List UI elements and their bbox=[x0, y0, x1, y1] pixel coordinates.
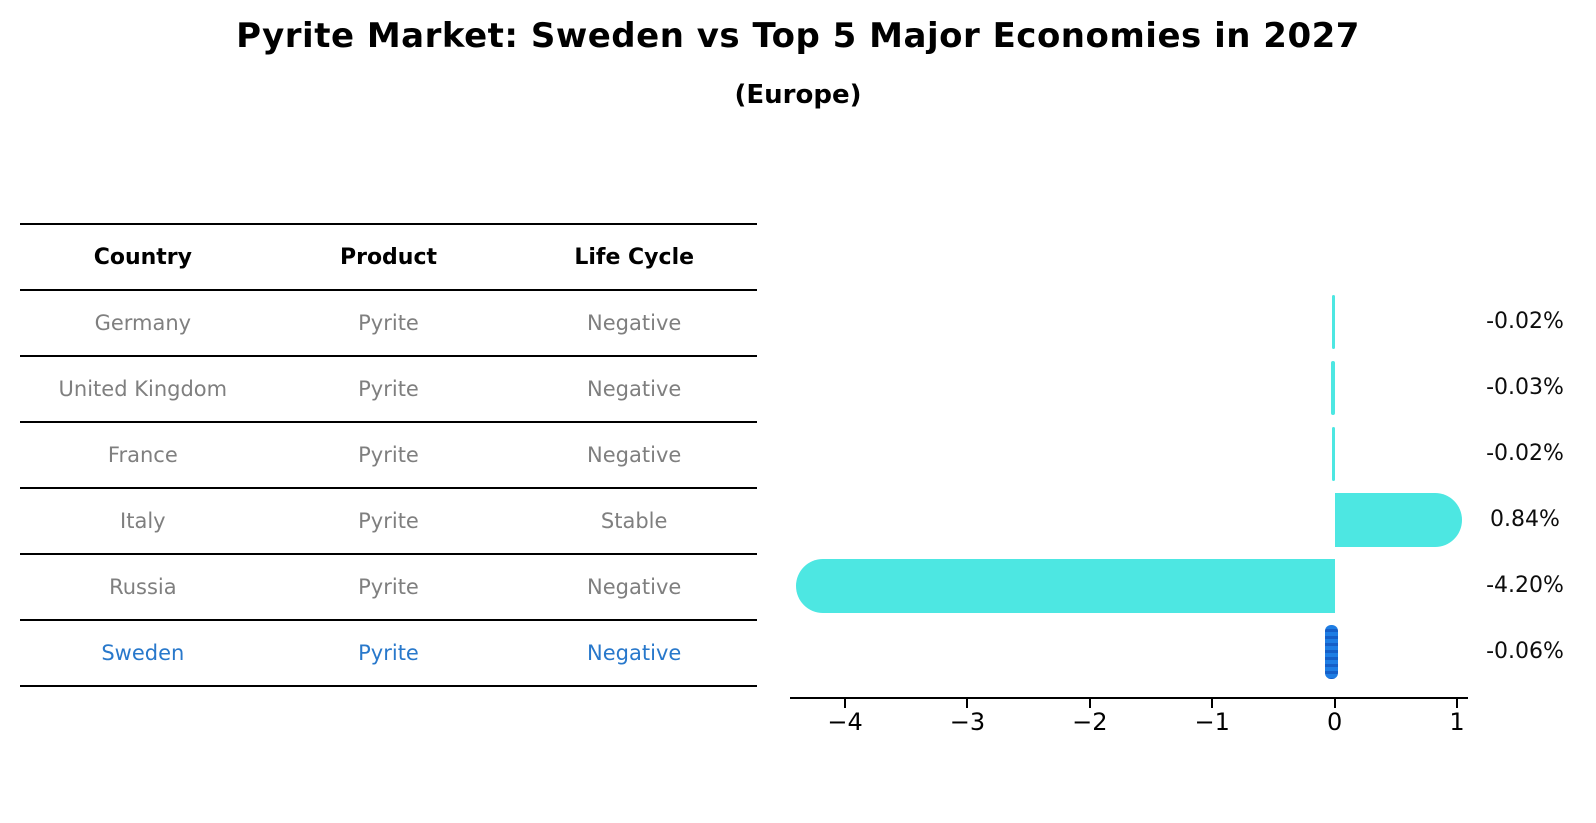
value-label-italy: 0.84% bbox=[1490, 507, 1560, 532]
table-cell-country: Sweden bbox=[101, 641, 185, 665]
x-axis-tick-label: 1 bbox=[1449, 708, 1465, 736]
country-table: Country Product Life Cycle Germany Pyrite… bbox=[20, 223, 757, 687]
chart-title: Pyrite Market: Sweden vs Top 5 Major Eco… bbox=[236, 16, 1360, 56]
bar-united-kingdom bbox=[1330, 361, 1335, 415]
table-cell-product: Pyrite bbox=[358, 443, 419, 467]
table-cell-country: United Kingdom bbox=[58, 377, 228, 401]
bar-plot-area: −4 −3 −2 −1 0 1 bbox=[790, 280, 1468, 736]
bar-highlight-sweden bbox=[1324, 625, 1338, 679]
bar-germany bbox=[1332, 295, 1335, 349]
table-cell-country: Russia bbox=[109, 575, 177, 599]
x-axis-tickmark bbox=[1211, 699, 1214, 708]
table-cell-product: Pyrite bbox=[358, 509, 419, 533]
x-axis-tickmark bbox=[1455, 699, 1458, 708]
x-axis-tick-label: −4 bbox=[827, 708, 863, 736]
table-row-italy: Italy Pyrite Stable bbox=[20, 487, 757, 553]
value-label-column: -0.02% -0.03% -0.02% 0.84% -4.20% -0.06% bbox=[1460, 280, 1590, 697]
value-label-united-kingdom: -0.03% bbox=[1486, 375, 1564, 400]
table-row-united-kingdom: United Kingdom Pyrite Negative bbox=[20, 355, 757, 421]
bar-france bbox=[1332, 427, 1335, 481]
x-axis-tickmark bbox=[1333, 699, 1336, 708]
table-cell-life-cycle: Negative bbox=[587, 641, 682, 665]
table-cell-country: France bbox=[107, 443, 178, 467]
x-axis-tick-label: −1 bbox=[1194, 708, 1230, 736]
table-row-germany: Germany Pyrite Negative bbox=[20, 289, 757, 355]
x-axis-tick-label: −2 bbox=[1072, 708, 1108, 736]
table-row-russia: Russia Pyrite Negative bbox=[20, 553, 757, 619]
value-label-sweden: -0.06% bbox=[1486, 639, 1564, 664]
chart-subtitle: (Europe) bbox=[734, 80, 862, 110]
value-label-germany: -0.02% bbox=[1486, 309, 1564, 334]
table-cell-country: Germany bbox=[94, 311, 192, 335]
table-cell-life-cycle: Negative bbox=[587, 311, 682, 335]
column-header-product: Product bbox=[339, 244, 438, 270]
bar-russia bbox=[795, 559, 1335, 613]
table-cell-product: Pyrite bbox=[358, 311, 419, 335]
table-cell-product: Pyrite bbox=[358, 641, 419, 665]
table-cell-life-cycle: Stable bbox=[600, 509, 668, 533]
table-cell-life-cycle: Negative bbox=[587, 575, 682, 599]
column-header-life-cycle: Life Cycle bbox=[574, 244, 695, 270]
table-row-sweden: Sweden Pyrite Negative bbox=[20, 619, 757, 685]
table-cell-product: Pyrite bbox=[358, 575, 419, 599]
table-header-row: Country Product Life Cycle bbox=[20, 223, 757, 289]
x-axis-tick-label: 0 bbox=[1326, 708, 1343, 736]
x-axis-tickmark bbox=[966, 699, 969, 708]
table-cell-life-cycle: Negative bbox=[587, 377, 682, 401]
x-axis-tickmark bbox=[844, 699, 847, 708]
table-row-france: France Pyrite Negative bbox=[20, 421, 757, 487]
value-label-france: -0.02% bbox=[1486, 441, 1564, 466]
table-cell-country: Italy bbox=[120, 509, 166, 533]
x-axis-tickmark bbox=[1088, 699, 1091, 708]
table-cell-product: Pyrite bbox=[358, 377, 419, 401]
column-header-country: Country bbox=[93, 244, 192, 270]
value-label-russia: -4.20% bbox=[1486, 573, 1564, 598]
table-cell-life-cycle: Negative bbox=[587, 443, 682, 467]
x-axis-tick-label: −3 bbox=[949, 708, 986, 736]
bar-italy bbox=[1334, 493, 1463, 547]
